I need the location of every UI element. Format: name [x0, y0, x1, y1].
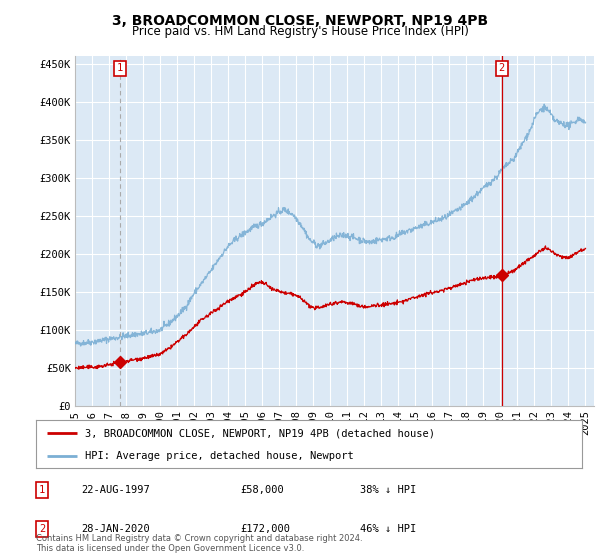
Text: 1: 1	[39, 485, 45, 495]
Text: 1: 1	[117, 63, 123, 73]
Text: £58,000: £58,000	[240, 485, 284, 495]
Text: 3, BROADCOMMON CLOSE, NEWPORT, NP19 4PB (detached house): 3, BROADCOMMON CLOSE, NEWPORT, NP19 4PB …	[85, 428, 435, 438]
Text: 3, BROADCOMMON CLOSE, NEWPORT, NP19 4PB: 3, BROADCOMMON CLOSE, NEWPORT, NP19 4PB	[112, 14, 488, 28]
Text: 46% ↓ HPI: 46% ↓ HPI	[360, 524, 416, 534]
Text: HPI: Average price, detached house, Newport: HPI: Average price, detached house, Newp…	[85, 451, 354, 461]
Text: 28-JAN-2020: 28-JAN-2020	[81, 524, 150, 534]
Text: Price paid vs. HM Land Registry's House Price Index (HPI): Price paid vs. HM Land Registry's House …	[131, 25, 469, 38]
Text: 2: 2	[499, 63, 505, 73]
Text: £172,000: £172,000	[240, 524, 290, 534]
Text: 22-AUG-1997: 22-AUG-1997	[81, 485, 150, 495]
Text: 2: 2	[39, 524, 45, 534]
Text: Contains HM Land Registry data © Crown copyright and database right 2024.
This d: Contains HM Land Registry data © Crown c…	[36, 534, 362, 553]
Text: 38% ↓ HPI: 38% ↓ HPI	[360, 485, 416, 495]
